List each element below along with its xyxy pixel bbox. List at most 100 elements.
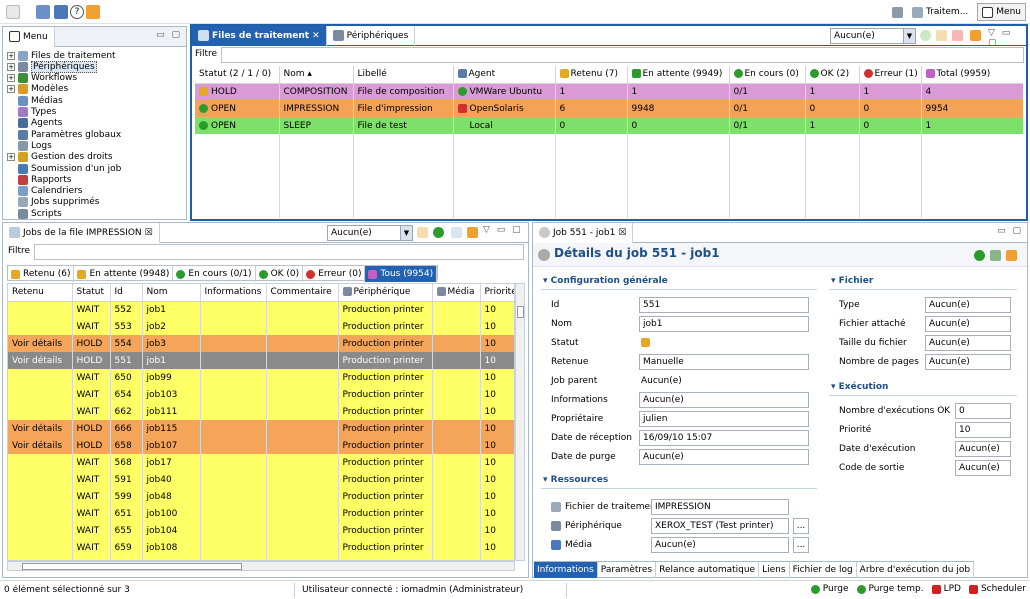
field-input[interactable]: Aucun(e) [639,392,809,408]
tab-files-de-traitement[interactable]: Files de traitement ✕ [192,25,327,46]
jobs-filter-combo[interactable]: Aucun(e) ▼ [327,225,413,241]
field-input[interactable]: 551 [639,297,809,313]
field-input[interactable]: Aucun(e) [925,297,1011,313]
detail-tab[interactable]: Informations [534,562,598,578]
table-row[interactable]: WAIT 655 job104 Production printer 10 [8,522,514,539]
column-header[interactable]: Agent [453,66,556,84]
open-perspective-icon[interactable] [891,6,903,18]
menu-tree-item[interactable]: Logs [7,140,52,151]
perspective-menu[interactable]: Menu [977,3,1026,21]
refresh-icon[interactable] [467,227,478,238]
field-input[interactable]: job1 [639,316,809,332]
column-header[interactable]: Statut (2 / 1 / 0) [195,66,280,84]
hold-icon[interactable] [417,227,428,238]
column-header[interactable]: Informations [200,284,267,302]
menu-tree-item[interactable]: + Gestion des droits [7,152,113,163]
status-tab[interactable]: Tous (9954) [365,266,438,282]
column-header[interactable]: En attente (9949) [627,66,730,84]
column-header[interactable]: OK (2) [805,66,860,84]
column-header[interactable]: Libellé [353,66,454,84]
start-icon[interactable] [974,250,985,261]
column-header[interactable]: Retenu (7) [555,66,628,84]
menu-tree-item[interactable]: + Workflows [7,73,77,84]
start-icon[interactable] [920,30,931,41]
table-row[interactable]: WAIT 553 job2 Production printer 10 [8,318,514,335]
refresh-icon[interactable] [970,30,981,41]
scroll-thumb[interactable] [22,563,242,570]
section-execution[interactable]: ▾ Exécution [831,382,889,392]
service-status[interactable]: LPD [931,584,961,594]
field-input[interactable]: IMPRESSION [651,499,789,515]
table-row[interactable]: WAIT 662 job111 Production printer 10 [8,403,514,420]
field-input[interactable]: 0 [955,403,1011,419]
section-file[interactable]: ▾ Fichier [831,276,874,286]
edit-icon[interactable] [451,227,462,238]
column-header[interactable]: En cours (0) [729,66,806,84]
expand-icon[interactable]: + [7,62,15,71]
table-row[interactable]: Voir détails HOLD 554 job3 Production printe… [8,335,514,352]
status-tab[interactable]: Retenu (6) [8,266,75,282]
table-row[interactable]: WAIT 552 job1 Production printer 10 [8,301,514,318]
column-header[interactable]: Statut [72,284,111,302]
hold-icon[interactable] [936,30,947,41]
status-tab[interactable]: OK (0) [256,266,304,282]
column-header[interactable]: Erreur (1) [859,66,922,84]
menu-tree-item[interactable]: Jobs supprimés [7,197,99,208]
menu-tree-item[interactable]: + Modèles [7,84,68,95]
menu-tree-item[interactable]: Médias [7,95,63,106]
table-row[interactable]: HOLD COMPOSITION File de composition VMWare… [195,83,1023,100]
column-header[interactable]: Commentaire [266,284,339,302]
minimize-maximize-icons[interactable]: ▭ ▢ [997,226,1023,236]
refresh-icon[interactable] [86,5,100,19]
refresh-icon[interactable] [1006,250,1017,261]
table-cell[interactable]: Voir détails [8,420,73,437]
scroll-thumb[interactable] [517,306,524,318]
field-input[interactable]: Aucun(e) [955,460,1011,476]
field-input[interactable]: Aucun(e) [925,354,1011,370]
menu-tree-item[interactable]: Calendriers [7,186,82,197]
table-row[interactable]: WAIT 651 job100 Production printer 10 [8,505,514,522]
table-row[interactable]: Voir détails HOLD 551 job1 Production printe… [8,352,514,369]
menu-tree-item[interactable]: Agents [7,118,62,129]
view-menu-icons[interactable]: ▽ ▭ ▢ [988,28,1013,48]
field-input[interactable]: Aucun(e) [955,441,1011,457]
table-cell[interactable]: Voir détails [8,437,73,454]
menu-tree-item[interactable]: + Files de traitement [7,50,116,61]
menu-tree-item[interactable]: + Périphériques [7,60,97,73]
detail-tab[interactable]: Paramètres [598,562,657,578]
tools-icon[interactable] [54,5,68,19]
section-resources[interactable]: ▾ Ressources [543,475,609,485]
table-row[interactable]: WAIT 663 job112 Production printer 10 [8,556,514,560]
expand-icon[interactable]: + [7,51,15,60]
section-general[interactable]: ▾ Configuration générale [543,276,668,286]
minimize-maximize-icons[interactable]: ▭ ▢ [156,30,182,40]
detail-tab[interactable]: Arbre d'exécution du job [857,562,975,578]
table-row[interactable]: WAIT 659 job108 Production printer 10 [8,539,514,556]
field-input[interactable]: XEROX_TEST (Test printer) [651,518,789,534]
detail-tab[interactable]: Fichier de log [790,562,857,578]
field-input[interactable]: julien [639,411,809,427]
table-row[interactable]: WAIT 650 job99 Production printer 10 [8,369,514,386]
table-cell[interactable]: Voir détails [8,335,73,352]
table-row[interactable]: WAIT 599 job48 Production printer 10 [8,488,514,505]
table-row[interactable]: Voir détails HOLD 666 job115 Production prin… [8,420,514,437]
expand-icon[interactable]: + [7,85,15,94]
close-icon[interactable]: ☒ [144,227,153,238]
menu-tree-item[interactable]: Paramètres globaux [7,129,121,140]
tab-peripheriques[interactable]: Périphériques [327,25,416,46]
service-status[interactable]: Scheduler [968,584,1026,594]
expand-icon[interactable]: + [7,153,15,162]
save-icon[interactable] [990,250,1001,261]
field-input[interactable]: 10 [955,422,1011,438]
detail-tab[interactable]: Relance automatique [656,562,760,578]
tab-job-detail[interactable]: Job 551 - job1 ☒ [533,222,634,243]
service-status[interactable]: Purge temp. [856,584,924,594]
field-input[interactable]: Aucun(e) [639,449,809,465]
perspective-traitement[interactable]: Traitem... [907,3,973,21]
column-header[interactable]: Total (9959) [921,66,1023,84]
field-input[interactable]: Aucun(e) [925,316,1011,332]
tab-menu[interactable]: Menu [3,26,55,47]
queue-filter-combo[interactable]: Aucun(e) ▼ [830,28,916,44]
column-header[interactable]: Média [432,284,481,302]
column-header[interactable]: Priorité [480,284,514,302]
